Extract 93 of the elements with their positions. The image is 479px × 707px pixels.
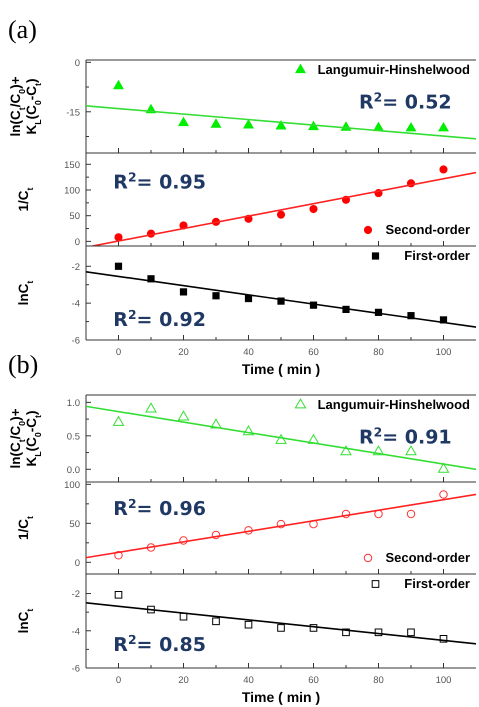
point: [276, 520, 286, 528]
point: [309, 204, 318, 214]
x-tick-label: 60: [308, 675, 319, 686]
y-tick-label: 50: [69, 211, 80, 222]
point: [340, 446, 352, 456]
annotation: R$^{2}$= 0.92: [113, 308, 206, 331]
point: [342, 510, 350, 518]
y-tick-label: -15: [66, 107, 80, 118]
annotation: R$^{2}$= 0.91: [359, 426, 452, 449]
legend-label: Second-order: [385, 550, 470, 565]
point: [180, 288, 188, 296]
point: [310, 624, 318, 632]
point: [210, 118, 222, 128]
y-tick-label: 100: [64, 185, 80, 196]
y-tick-label: 150: [64, 160, 80, 171]
point: [374, 628, 382, 636]
annotation: R$^{2}$= 0.96: [113, 497, 206, 520]
point: [114, 591, 122, 599]
point: [212, 617, 220, 626]
x-tick-label: 40: [243, 675, 254, 686]
y-tick-label: 100: [64, 480, 80, 491]
chart-title: (a): [8, 15, 37, 44]
point: [244, 620, 252, 628]
point: [406, 510, 416, 518]
point: [243, 118, 254, 128]
point: [276, 120, 286, 130]
point: [309, 520, 318, 528]
legend-label: Langumuir-Hinshelwood: [318, 397, 470, 412]
x-tick-label: 0: [116, 347, 122, 358]
x-tick-label: 80: [373, 675, 384, 686]
point: [439, 490, 448, 499]
legend-label: First-order: [404, 576, 470, 591]
x-axis-title: Time ( min ): [242, 689, 320, 705]
point: [405, 446, 417, 456]
y-tick-label: 0: [74, 236, 80, 248]
point: [242, 425, 254, 436]
point: [276, 210, 286, 219]
x-tick-label: 60: [308, 347, 319, 358]
y-tick-label: -2: [72, 262, 80, 273]
point: [146, 543, 156, 552]
x-tick-label: 0: [116, 675, 122, 686]
point: [372, 446, 384, 456]
x-tick-label: 20: [178, 675, 189, 686]
x-tick-label: 80: [373, 347, 384, 358]
y-tick-label: 0: [74, 558, 80, 569]
y-tick-label: -4: [72, 626, 80, 638]
point: [178, 410, 190, 420]
x-tick-label: 100: [436, 347, 452, 358]
legend-label: First-order: [404, 248, 470, 263]
point: [308, 434, 320, 444]
x-axis-title: Time ( min ): [242, 361, 320, 377]
point: [212, 292, 220, 300]
point: [210, 418, 222, 429]
point: [212, 530, 220, 540]
point: [145, 402, 157, 412]
x-tick-label: 100: [436, 675, 452, 686]
annotation: R$^{2}$= 0.52: [359, 90, 452, 114]
y-tick-label: 0: [74, 58, 80, 69]
point: [114, 262, 122, 270]
point: [178, 116, 189, 126]
point: [179, 536, 188, 545]
point: [277, 624, 285, 632]
y-tick-label: -6: [72, 336, 80, 346]
point: [438, 462, 450, 473]
point: [438, 122, 449, 132]
legend-label: Second-order: [385, 222, 470, 237]
chart-title: (b): [8, 350, 38, 379]
y-tick-label: 0.0: [66, 464, 80, 476]
y-tick-label: -6: [72, 664, 80, 674]
point: [374, 510, 383, 518]
y-tick-label: 50: [69, 518, 80, 530]
point: [114, 551, 123, 560]
annotation: R$^{2}$= 0.85: [113, 633, 206, 656]
point: [342, 628, 350, 636]
point: [407, 628, 415, 636]
point: [440, 634, 448, 643]
point: [114, 233, 123, 242]
y-tick-label: -4: [72, 298, 80, 310]
legend-label: Langumuir-Hinshelwood: [318, 62, 470, 77]
point: [113, 80, 124, 90]
annotation: R$^{2}$= 0.95: [113, 170, 206, 194]
y-tick-label: 1.0: [66, 398, 80, 409]
x-tick-label: 40: [243, 347, 254, 358]
point: [275, 434, 287, 444]
y-tick-label: -2: [72, 589, 80, 600]
point: [180, 612, 188, 620]
point: [112, 416, 124, 426]
y-tick-label: 0.5: [66, 431, 80, 442]
x-tick-label: 20: [178, 347, 189, 358]
point: [439, 165, 448, 174]
point: [244, 526, 253, 535]
point: [147, 606, 155, 614]
point: [406, 122, 416, 132]
